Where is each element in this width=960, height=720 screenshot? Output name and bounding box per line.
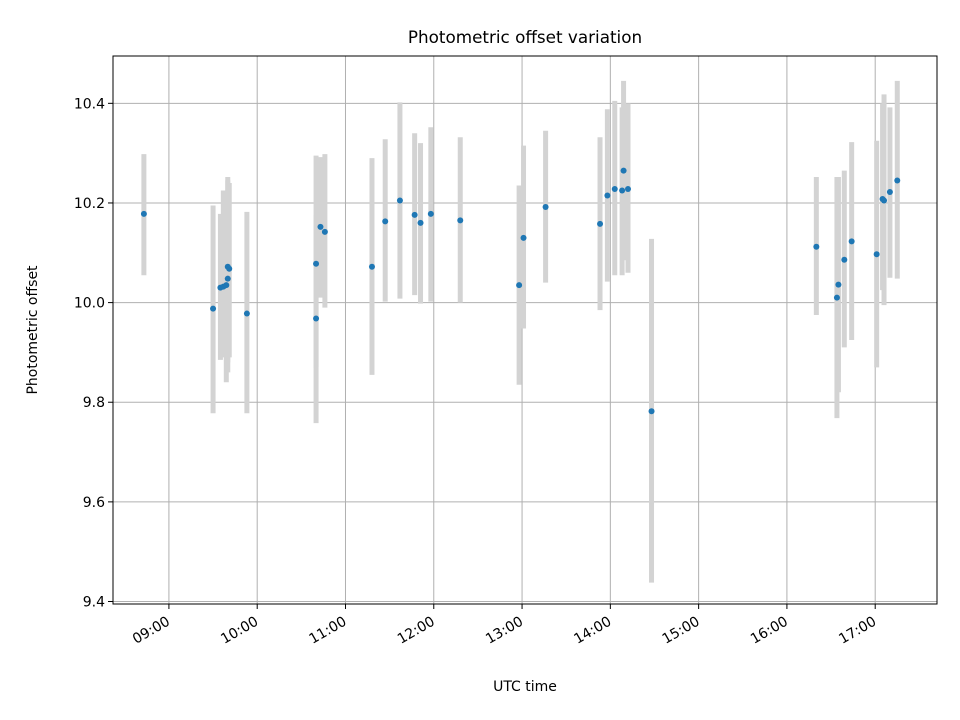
y-tick-label: 10.0 <box>74 296 105 312</box>
data-point <box>224 275 231 282</box>
data-point <box>210 305 217 312</box>
data-point <box>611 186 618 193</box>
data-point <box>886 189 893 196</box>
data-point <box>625 186 631 193</box>
data-point <box>619 187 626 194</box>
data-point <box>894 177 901 184</box>
data-point <box>833 294 840 301</box>
data-point <box>873 251 880 258</box>
data-point <box>223 282 230 289</box>
data-point <box>542 203 549 210</box>
data-point <box>396 197 403 204</box>
y-tick-label: 9.8 <box>83 395 105 411</box>
y-tick-label: 10.4 <box>74 96 105 112</box>
data-point <box>841 256 848 263</box>
x-axis-label: UTC time <box>493 679 557 695</box>
data-point <box>368 263 375 270</box>
data-point <box>648 408 655 415</box>
plot-frame <box>112 55 938 605</box>
data-point <box>835 281 842 288</box>
data-point <box>411 211 418 218</box>
data-point <box>321 228 328 235</box>
y-tick-label: 9.4 <box>83 595 105 611</box>
data-point <box>417 219 424 226</box>
data-points <box>140 167 901 415</box>
data-point <box>243 310 250 317</box>
data-point <box>427 210 434 217</box>
data-point <box>604 192 611 199</box>
data-point <box>520 234 527 241</box>
data-point <box>226 265 233 272</box>
y-axis-label: Photometric offset <box>25 265 41 395</box>
data-point <box>848 238 855 245</box>
data-point <box>813 243 820 250</box>
y-axis-ticks: 9.4 9.6 9.8 10.0 10.2 10.4 <box>74 96 113 611</box>
data-point <box>313 315 320 322</box>
y-tick-label: 9.6 <box>83 495 105 511</box>
chart-title: Photometric offset variation <box>408 27 642 47</box>
data-point <box>881 197 888 204</box>
data-point <box>317 223 324 230</box>
data-point <box>620 167 627 174</box>
data-point <box>597 220 604 227</box>
data-point <box>382 218 389 225</box>
y-tick-label: 10.2 <box>74 196 105 212</box>
data-point <box>140 210 147 217</box>
data-point <box>313 260 320 267</box>
data-point <box>516 282 523 289</box>
data-point <box>457 217 464 224</box>
